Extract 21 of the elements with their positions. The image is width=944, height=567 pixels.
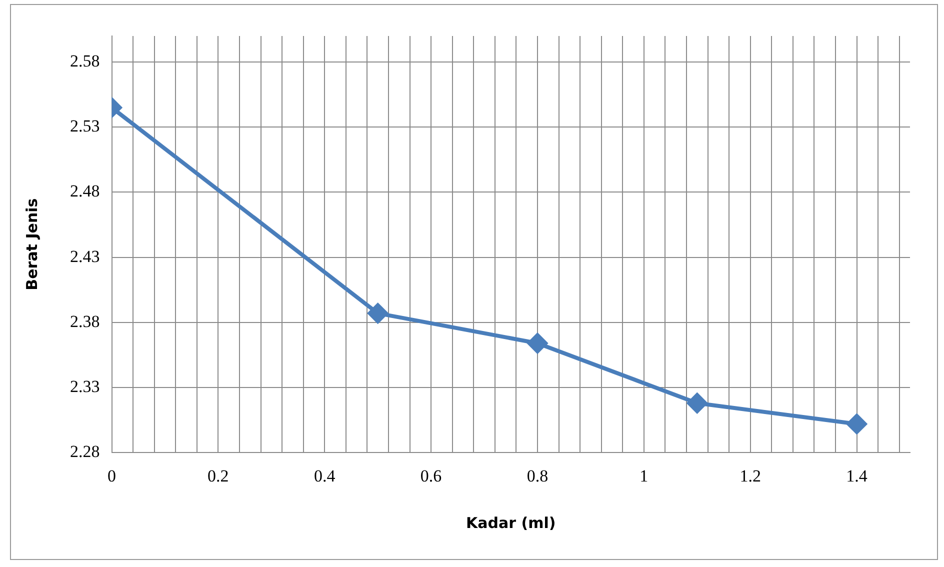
x-tick-label: 1.2	[740, 466, 761, 486]
point	[368, 303, 388, 324]
y-axis-title: Berat Jenis	[22, 198, 41, 290]
x-tick-label: 0.4	[314, 466, 336, 486]
point	[846, 414, 867, 434]
y-tick-label: 2.53	[70, 116, 100, 136]
y-tick-label: 2.38	[70, 312, 100, 331]
y-tick-label: 2.28	[70, 442, 100, 462]
point	[687, 393, 708, 414]
x-tick-label: 1.4	[846, 466, 868, 486]
x-tick-label: 1	[640, 466, 648, 486]
x-tick-label: 0.8	[526, 466, 548, 486]
x-tick-label: 0	[108, 466, 116, 486]
y-tick-label: 2.48	[70, 182, 100, 201]
point	[527, 333, 548, 354]
x-axis-title: Kadar (ml)	[466, 514, 556, 532]
y-tick-label: 2.43	[70, 246, 100, 266]
x-tick-label: 0.6	[420, 466, 442, 486]
y-tick-label: 2.58	[70, 52, 100, 71]
y-tick-label: 2.33	[70, 376, 100, 396]
x-tick-label: 0.2	[208, 466, 229, 486]
